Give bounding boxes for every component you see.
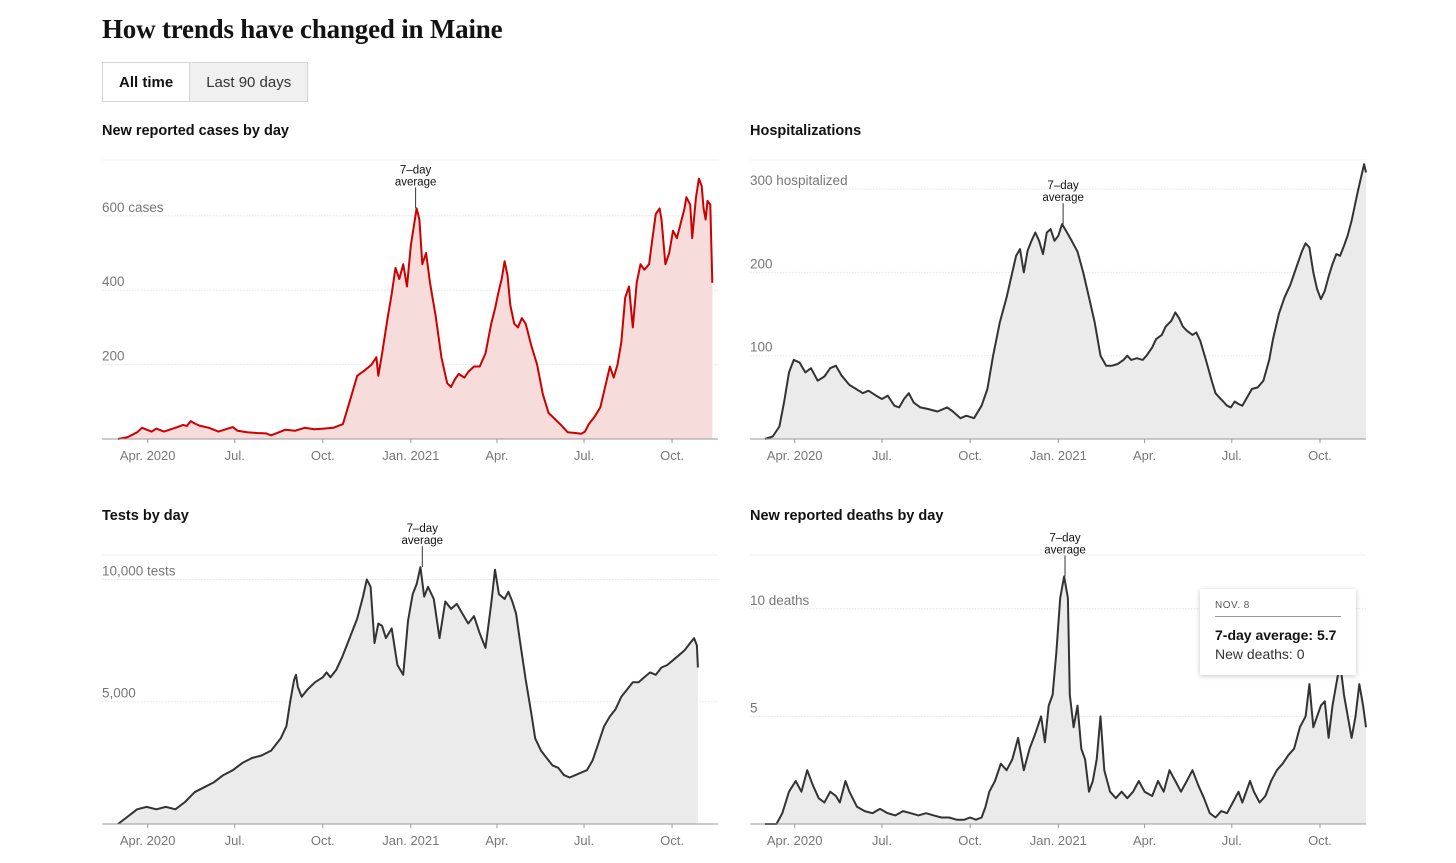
- cases-x-tick-label: Jan. 2021: [382, 448, 439, 463]
- deaths-chart-title: New reported deaths by day: [750, 508, 944, 524]
- tooltip-date: NOV. 8: [1215, 600, 1341, 617]
- hosp-x-tick-label: Jan. 2021: [1030, 448, 1087, 463]
- cases-x-tick-label: Oct.: [660, 448, 684, 463]
- tests-x-tick-label: Jul.: [225, 833, 245, 848]
- page-title: How trends have changed in Maine: [102, 14, 503, 44]
- tests-x-tick-label: Oct.: [311, 833, 335, 848]
- tests-annotation-line1: 7–day: [407, 523, 439, 535]
- cases-x-tick-label: Oct.: [311, 448, 335, 463]
- hospitalizations-chart-title: Hospitalizations: [750, 123, 862, 139]
- cases-y-tick-label: 400: [102, 274, 125, 289]
- cases-area: [118, 178, 713, 439]
- deaths-x-tick-label: Oct.: [1308, 833, 1332, 848]
- deaths-y-tick-label: 10 deaths: [750, 593, 810, 608]
- hosp-annotation-line1: 7–day: [1047, 180, 1079, 192]
- tooltip-new-deaths: New deaths: 0: [1215, 646, 1305, 662]
- deaths-x-tick-label: Oct.: [958, 833, 982, 848]
- cases-x-tick-label: Apr. 2020: [120, 448, 176, 463]
- hosp-area: [765, 164, 1366, 439]
- deaths-x-tick-label: Jul.: [1222, 833, 1242, 848]
- tests-y-tick-label: 10,000 tests: [102, 563, 176, 578]
- tests-series-line: [117, 566, 699, 825]
- cases-annotation-line1: 7–day: [400, 164, 432, 176]
- cases-series-line: [117, 177, 714, 440]
- cases-y-tick-label: 200: [102, 349, 125, 364]
- last-90-days-button[interactable]: Last 90 days: [189, 63, 308, 101]
- deaths-x-tick-label: Apr. 2020: [767, 833, 823, 848]
- cases-x-tick-label: Jul.: [225, 448, 245, 463]
- hosp-plot: 100 200 300 hospitalized Apr. 2020 Jul. Oct. J…: [750, 159, 1367, 463]
- cases-chart-title: New reported cases by day: [102, 123, 289, 139]
- tests-x-tick-label: Jul.: [574, 833, 594, 848]
- deaths-x-tick-label: Apr.: [1133, 833, 1156, 848]
- tests-area: [118, 567, 698, 824]
- deaths-plot: 5 10 deaths Apr. 2020 Jul. Oct. Jan. 2021 Apr.…: [750, 533, 1367, 848]
- hosp-x-tick-label: Apr.: [1133, 448, 1156, 463]
- tests-plot: 5,000 10,000 tests Apr. 2020 Jul. Oct. Jan. 2…: [102, 523, 718, 848]
- cases-annotation-line2: average: [395, 176, 437, 188]
- deaths-tooltip: NOV. 8 7-day average: 5.7 New deaths: 0: [1200, 589, 1356, 675]
- hosp-annotation-line2: average: [1042, 192, 1084, 204]
- hosp-y-tick-label: 200: [750, 256, 773, 271]
- deaths-series-line: [765, 575, 1367, 825]
- tests-x-tick-label: Oct.: [660, 833, 684, 848]
- tests-chart-title: Tests by day: [102, 508, 189, 524]
- hosp-x-tick-label: Jul.: [1222, 448, 1242, 463]
- hosp-x-tick-label: Apr. 2020: [767, 448, 823, 463]
- deaths-annotation-line2: average: [1044, 545, 1086, 557]
- cases-x-tick-label: Apr.: [485, 448, 508, 463]
- tests-x-tick-label: Jan. 2021: [382, 833, 439, 848]
- all-time-button[interactable]: All time: [103, 63, 190, 101]
- hosp-series-line: [764, 163, 1367, 440]
- tests-y-tick-label: 5,000: [102, 686, 136, 701]
- tests-annotation-line2: average: [402, 535, 444, 547]
- cases-y-tick-label: 600 cases: [102, 200, 164, 215]
- deaths-x-tick-label: Jan. 2021: [1030, 833, 1087, 848]
- hosp-y-tick-label: 300 hospitalized: [750, 173, 848, 188]
- tooltip-average: 7-day average: 5.7: [1215, 627, 1337, 643]
- hosp-x-tick-label: Oct.: [1308, 448, 1332, 463]
- hosp-x-tick-label: Oct.: [958, 448, 982, 463]
- time-range-toggle: All time Last 90 days: [102, 62, 309, 102]
- deaths-annotation-line1: 7–day: [1049, 533, 1081, 545]
- cases-x-tick-label: Jul.: [574, 448, 594, 463]
- deaths-y-tick-label: 5: [750, 700, 758, 715]
- hosp-x-tick-label: Jul.: [872, 448, 892, 463]
- hosp-y-tick-label: 100: [750, 340, 773, 355]
- tests-x-tick-label: Apr.: [485, 833, 508, 848]
- deaths-x-tick-label: Jul.: [872, 833, 892, 848]
- tests-x-tick-label: Apr. 2020: [120, 833, 176, 848]
- cases-plot: 200 400 600 cases Apr. 2020 Jul. Oct. Jan. 202…: [102, 159, 718, 463]
- deaths-area: [765, 576, 1366, 824]
